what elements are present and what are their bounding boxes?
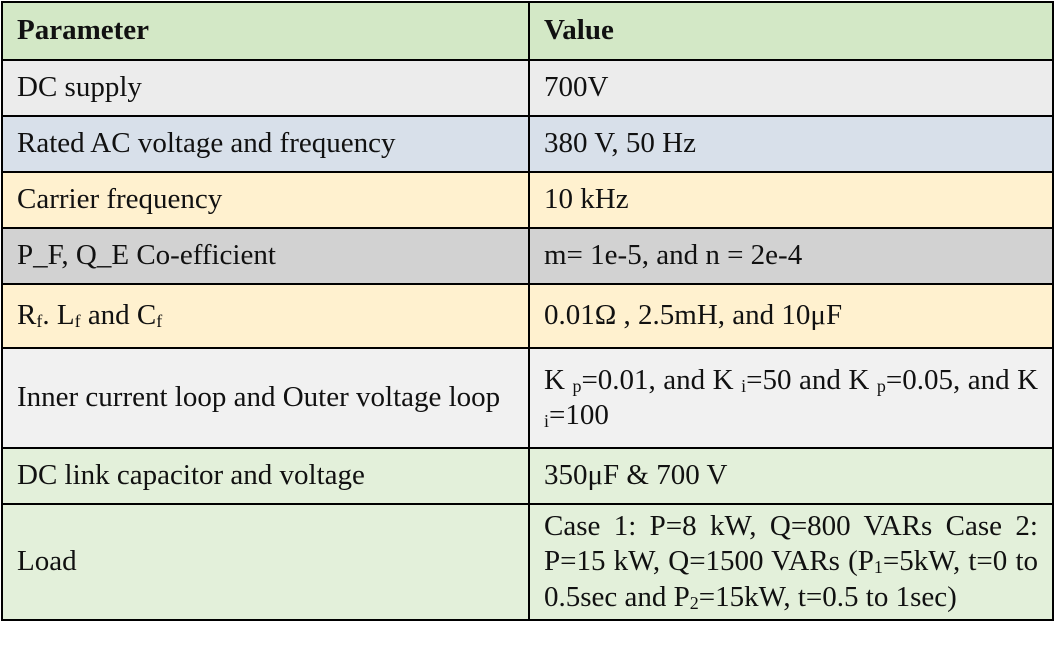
cell-text: R [17, 299, 37, 332]
table-cell: 350μF & 700 V [528, 447, 1054, 505]
cell-text: =15kW, t=0.5 to 1sec) [698, 580, 957, 613]
table-cell: Rated AC voltage and frequency [1, 115, 530, 173]
subscript: f [156, 311, 163, 332]
table-cell: 0.01Ω , 2.5mH, and 10μF [528, 283, 1054, 349]
subscript: i [741, 375, 747, 396]
cell-text: =0.01, and K [581, 363, 742, 396]
subscript: f [74, 311, 81, 332]
subscript: p [876, 375, 886, 396]
table-cell: DC link capacitor and voltage [1, 447, 530, 505]
table-row: DC supply 700V [1, 59, 1054, 117]
header-cell: Value [528, 1, 1054, 61]
table-cell: m= 1e-5, and n = 2e-4 [528, 227, 1054, 285]
table-row: DC link capacitor and voltage 350μF & 700… [1, 447, 1054, 505]
table-cell: Rf. Lf and Cf [1, 283, 530, 349]
table-row: Rf. Lf and Cf 0.01Ω , 2.5mH, and 10μF [1, 283, 1054, 349]
cell-text: =50 and K [746, 363, 877, 396]
cell-text: =5kW, t=0 to 0.5sec and P [544, 545, 1038, 613]
table-cell: P_F, Q_E Co-efficient [1, 227, 530, 285]
table-cell: Load [1, 502, 530, 622]
table-body: DC supply 700V Rated AC voltage and freque… [1, 59, 1054, 622]
table-row: Inner current loop and Outer voltage loo… [1, 347, 1054, 449]
table-cell: 10 kHz [528, 171, 1054, 229]
cell-text: . L [42, 299, 75, 332]
subscript: p [572, 375, 582, 396]
cell-text: =100 [549, 399, 609, 431]
subscript: f [36, 311, 43, 332]
cell-text: K [544, 363, 573, 396]
table-header: Parameter Value [1, 1, 1054, 61]
subscript: 2 [689, 592, 699, 613]
subscript: i [544, 411, 550, 431]
cell-text: and C [80, 299, 157, 332]
table-cell: 380 V, 50 Hz [528, 115, 1054, 173]
subscript: 1 [873, 557, 883, 578]
table-cell: Carrier frequency [1, 171, 530, 229]
table-row: Load Case 1: P=8 kW, Q=800 VARs Case 2: P… [1, 502, 1054, 622]
table-row: P_F, Q_E Co-efficient m= 1e-5, and n = 2e… [1, 227, 1054, 285]
table-cell: K p=0.01, and K i=50 and K p=0.05, and K… [528, 347, 1054, 449]
table-row: Rated AC voltage and frequency 380 V, 50 … [1, 115, 1054, 173]
cell-text: Case 1: P=8 kW, Q=800 VARs Case 2: P=15 … [544, 510, 1038, 578]
cell-text: =0.05, and K [885, 363, 1039, 396]
table-row: Carrier frequency 10 kHz [1, 171, 1054, 229]
parameter-table: Parameter Value DC supply 700V Rated AC vo… [1, 1, 1054, 622]
table-cell: 700V [528, 59, 1054, 117]
table-cell: Case 1: P=8 kW, Q=800 VARs Case 2: P=15 … [528, 502, 1054, 622]
table-cell: DC supply [1, 59, 530, 117]
table-cell: Inner current loop and Outer voltage loo… [1, 347, 530, 449]
header-cell: Parameter [1, 1, 530, 61]
header-row: Parameter Value [1, 1, 1054, 61]
